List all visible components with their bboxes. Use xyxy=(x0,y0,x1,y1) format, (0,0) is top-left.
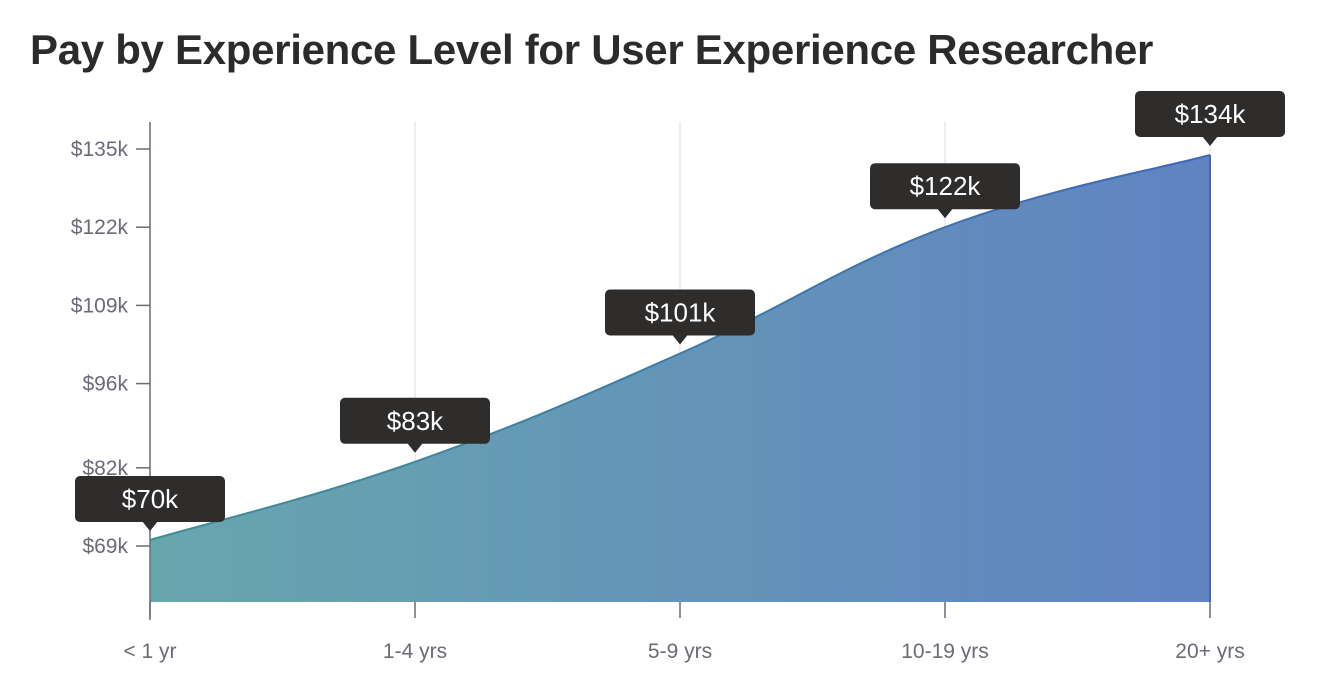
x-tick-label: 1-4 yrs xyxy=(383,640,447,663)
data-label-text: $134k xyxy=(1175,99,1247,129)
data-label-text: $70k xyxy=(122,484,179,514)
y-tick-label: $122k xyxy=(71,216,129,239)
data-label-box xyxy=(605,289,755,336)
data-label-pointer xyxy=(672,334,688,345)
y-tick-label: $135k xyxy=(71,138,129,161)
data-label-box xyxy=(870,163,1020,210)
y-tick-label: $82k xyxy=(82,457,128,480)
data-label: $83k xyxy=(340,397,490,453)
x-tick-label: 20+ yrs xyxy=(1175,640,1244,663)
y-tick-label: $96k xyxy=(82,373,128,396)
y-tick-label: $69k xyxy=(82,535,128,558)
data-label-pointer xyxy=(937,208,953,219)
data-label-box xyxy=(75,475,225,522)
data-label-text: $101k xyxy=(645,298,717,328)
series-line xyxy=(149,154,1211,541)
data-label-pointer xyxy=(1202,136,1218,147)
data-label: $70k xyxy=(75,475,225,531)
data-label-pointer xyxy=(407,442,423,453)
data-label-box xyxy=(1135,91,1285,138)
data-label-box xyxy=(340,397,490,444)
data-label: $122k xyxy=(870,163,1020,219)
chart-title: Pay by Experience Level for User Experie… xyxy=(30,26,1154,73)
x-tick-label: 10-19 yrs xyxy=(901,640,989,663)
x-tick-label: 5-9 yrs xyxy=(648,640,712,663)
area-fill xyxy=(150,155,1210,603)
data-label-text: $122k xyxy=(910,171,982,201)
data-label: $101k xyxy=(605,289,755,345)
data-label: $134k xyxy=(1135,91,1285,147)
y-tick-label: $109k xyxy=(71,294,129,317)
data-label-pointer xyxy=(142,520,158,531)
x-tick-label: < 1 yr xyxy=(123,640,176,663)
data-label-text: $83k xyxy=(387,406,444,436)
